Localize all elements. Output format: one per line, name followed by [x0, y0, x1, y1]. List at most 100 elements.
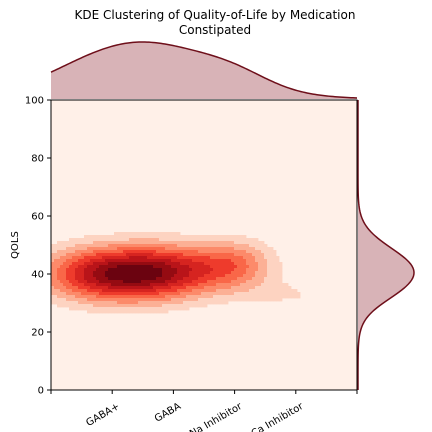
- density-cell: [78, 301, 82, 305]
- density-cell: [210, 250, 214, 254]
- density-cell: [192, 241, 196, 245]
- density-cell: [111, 301, 115, 305]
- density-cell: [78, 289, 82, 293]
- density-cell: [225, 262, 229, 266]
- density-cell: [204, 271, 208, 275]
- density-cell: [186, 238, 190, 242]
- density-cell: [186, 307, 190, 311]
- y-tick-label: 80: [31, 154, 44, 165]
- density-cell: [153, 289, 157, 293]
- density-cell: [240, 241, 244, 245]
- density-cell: [180, 250, 184, 254]
- density-cell: [81, 259, 85, 263]
- density-cell: [222, 280, 226, 284]
- density-cell: [138, 286, 142, 290]
- density-cell: [147, 262, 151, 266]
- density-cell: [252, 280, 256, 284]
- density-cell: [111, 304, 115, 308]
- density-cell: [204, 295, 208, 299]
- density-cell: [189, 256, 193, 260]
- density-cell: [189, 247, 193, 251]
- density-cell: [231, 262, 235, 266]
- density-cell: [84, 289, 88, 293]
- density-cell: [108, 277, 112, 281]
- density-cell: [75, 256, 79, 260]
- density-cell: [162, 244, 166, 248]
- density-cell: [57, 301, 61, 305]
- density-cell: [96, 265, 100, 269]
- density-cell: [126, 253, 130, 257]
- density-cell: [141, 250, 145, 254]
- density-cell: [102, 304, 106, 308]
- density-cell: [258, 265, 262, 269]
- density-cell: [165, 295, 169, 299]
- density-cell: [141, 286, 145, 290]
- density-cell: [165, 277, 169, 281]
- density-cell: [219, 301, 223, 305]
- density-cell: [78, 283, 82, 287]
- density-cell: [63, 289, 67, 293]
- density-cell: [219, 241, 223, 245]
- density-cell: [120, 271, 124, 275]
- density-cell: [87, 274, 91, 278]
- density-cell: [156, 280, 160, 284]
- density-cell: [123, 265, 127, 269]
- density-cell: [240, 280, 244, 284]
- density-cell: [270, 274, 274, 278]
- density-cell: [264, 262, 268, 266]
- density-cell: [123, 235, 127, 239]
- density-cell: [186, 244, 190, 248]
- density-cell: [195, 244, 199, 248]
- density-cell: [258, 271, 262, 275]
- density-cell: [240, 286, 244, 290]
- density-cell: [171, 283, 175, 287]
- density-cell: [240, 250, 244, 254]
- density-cell: [228, 274, 232, 278]
- density-cell: [72, 304, 76, 308]
- density-cell: [156, 232, 160, 236]
- density-cell: [195, 265, 199, 269]
- density-cell: [150, 292, 154, 296]
- density-cell: [69, 271, 73, 275]
- density-cell: [267, 295, 271, 299]
- density-cell: [186, 286, 190, 290]
- density-cell: [168, 301, 172, 305]
- density-cell: [252, 256, 256, 260]
- density-cell: [216, 274, 220, 278]
- density-cell: [87, 256, 91, 260]
- density-cell: [168, 295, 172, 299]
- density-cell: [108, 253, 112, 257]
- density-cell: [216, 268, 220, 272]
- density-cell: [66, 244, 70, 248]
- density-cell: [90, 289, 94, 293]
- density-cell: [225, 280, 229, 284]
- density-cell: [246, 241, 250, 245]
- density-cell: [162, 250, 166, 254]
- density-cell: [93, 286, 97, 290]
- density-cell: [192, 253, 196, 257]
- density-cell: [117, 310, 121, 314]
- density-cell: [147, 310, 151, 314]
- density-cell: [189, 262, 193, 266]
- density-cell: [201, 256, 205, 260]
- density-cell: [198, 304, 202, 308]
- density-cell: [114, 247, 118, 251]
- density-cell: [174, 241, 178, 245]
- density-cell: [249, 238, 253, 242]
- density-cell: [180, 256, 184, 260]
- density-cell: [84, 265, 88, 269]
- density-cell: [171, 307, 175, 311]
- density-cell: [126, 310, 130, 314]
- density-cell: [141, 280, 145, 284]
- density-cell: [234, 241, 238, 245]
- density-cell: [252, 268, 256, 272]
- density-cell: [222, 235, 226, 239]
- density-cell: [159, 310, 163, 314]
- density-cell: [252, 292, 256, 296]
- density-cell: [186, 268, 190, 272]
- density-cell: [84, 286, 88, 290]
- density-cell: [225, 265, 229, 269]
- density-cell: [189, 271, 193, 275]
- density-cell: [264, 244, 268, 248]
